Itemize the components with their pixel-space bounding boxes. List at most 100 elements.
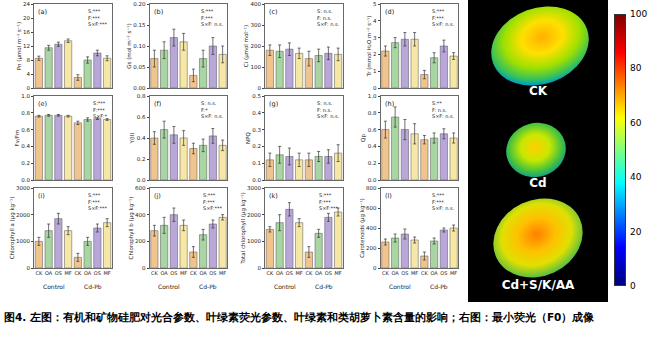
svg-text:0.0: 0.0 <box>368 177 377 183</box>
svg-text:S: n.s.F: n.s.S×F: n.s.: S: n.s.F: n.s.S×F: n.s. <box>317 100 339 119</box>
svg-text:3000: 3000 <box>247 185 261 191</box>
svg-text:CK: CK <box>74 270 81 276</box>
svg-text:0.4: 0.4 <box>21 143 30 149</box>
svg-text:0: 0 <box>373 85 377 91</box>
svg-text:0.0: 0.0 <box>252 177 261 183</box>
svg-text:OA: OA <box>430 270 438 276</box>
svg-text:200: 200 <box>366 245 377 251</box>
svg-text:16: 16 <box>23 29 30 35</box>
svg-text:5: 5 <box>373 1 377 7</box>
svg-text:0.0: 0.0 <box>137 177 146 183</box>
svg-text:1: 1 <box>373 68 377 74</box>
svg-text:400: 400 <box>135 212 146 218</box>
svg-text:MF: MF <box>296 270 303 276</box>
svg-text:OS: OS <box>55 270 62 276</box>
svg-text:2000: 2000 <box>247 212 261 218</box>
svg-text:Pn (μmol m⁻² s⁻¹): Pn (μmol m⁻² s⁻¹) <box>16 22 23 70</box>
svg-text:0.6: 0.6 <box>137 114 146 120</box>
svg-text:300: 300 <box>251 22 262 28</box>
svg-text:(d): (d) <box>385 8 394 16</box>
svg-text:8: 8 <box>27 57 31 63</box>
svg-text:Control: Control <box>43 283 65 290</box>
svg-text:100: 100 <box>251 64 262 70</box>
svg-text:S:***F:***S×F:***: S:***F:***S×F:*** <box>319 192 339 211</box>
svg-text:OA: OA <box>199 270 207 276</box>
svg-text:0.2: 0.2 <box>368 160 377 166</box>
svg-text:Y(II): Y(II) <box>129 133 135 145</box>
svg-text:0.4: 0.4 <box>368 143 377 149</box>
svg-text:S:***F:***S×F:***: S:***F:***S×F:*** <box>203 192 223 211</box>
svg-text:20: 20 <box>23 15 30 21</box>
svg-text:0.10: 0.10 <box>133 43 146 49</box>
svg-text:600: 600 <box>135 185 146 191</box>
svg-text:1.0: 1.0 <box>368 93 377 99</box>
svg-text:800: 800 <box>366 185 377 191</box>
svg-text:(b): (b) <box>154 8 163 16</box>
svg-text:Control: Control <box>274 283 296 290</box>
svg-text:(e): (e) <box>38 100 47 108</box>
svg-text:OA: OA <box>276 270 284 276</box>
svg-text:S:***F:***S×F:*: S:***F:***S×F:* <box>93 100 108 119</box>
svg-text:Cd-Pb: Cd-Pb <box>84 283 102 290</box>
svg-text:1000: 1000 <box>16 238 30 244</box>
svg-text:0: 0 <box>27 85 31 91</box>
svg-text:OS: OS <box>170 270 177 276</box>
svg-text:(k): (k) <box>269 192 278 200</box>
svg-text:2000: 2000 <box>16 212 30 218</box>
svg-text:0.4: 0.4 <box>252 110 261 116</box>
svg-text:(f): (f) <box>154 100 161 108</box>
svg-text:0.2: 0.2 <box>137 156 146 162</box>
svg-text:Cd-Pb: Cd-Pb <box>315 283 333 290</box>
svg-text:Ci (μmol mol⁻¹): Ci (μmol mol⁻¹) <box>243 25 250 67</box>
svg-text:0.5: 0.5 <box>252 93 261 99</box>
svg-text:OA: OA <box>391 270 399 276</box>
svg-text:0.00: 0.00 <box>133 85 146 91</box>
svg-text:(l): (l) <box>385 192 392 200</box>
svg-text:MF: MF <box>335 270 342 276</box>
svg-text:(h): (h) <box>385 100 394 108</box>
svg-text:(a): (a) <box>38 8 47 16</box>
svg-text:OS: OS <box>440 270 447 276</box>
svg-text:OS: OS <box>286 270 293 276</box>
svg-text:4: 4 <box>27 71 31 77</box>
svg-text:4: 4 <box>373 18 377 24</box>
svg-text:CK: CK <box>151 270 158 276</box>
svg-text:0: 0 <box>27 265 31 271</box>
svg-text:0.3: 0.3 <box>252 127 261 133</box>
svg-text:2: 2 <box>373 51 377 57</box>
svg-text:0.6: 0.6 <box>21 127 30 133</box>
svg-text:CK: CK <box>305 270 312 276</box>
svg-text:0.05: 0.05 <box>133 64 146 70</box>
svg-text:400: 400 <box>366 225 377 231</box>
svg-text:CK: CK <box>35 270 42 276</box>
svg-text:CK: CK <box>190 270 197 276</box>
svg-text:OS: OS <box>401 270 408 276</box>
svg-text:CK: CK <box>266 270 273 276</box>
svg-text:(c): (c) <box>269 8 278 16</box>
svg-text:CK: CK <box>382 270 389 276</box>
svg-text:S:***F:***S×F: n.s.: S:***F:***S×F: n.s. <box>201 8 223 27</box>
svg-text:0.2: 0.2 <box>21 160 30 166</box>
svg-text:(j): (j) <box>154 192 161 200</box>
svg-text:3: 3 <box>373 35 377 41</box>
svg-text:0.1: 0.1 <box>252 160 261 166</box>
svg-text:S: n.s.F:*S×F: n.s.: S: n.s.F:*S×F: n.s. <box>201 100 223 119</box>
svg-text:600: 600 <box>366 205 377 211</box>
svg-text:Cd-Pb: Cd-Pb <box>199 283 217 290</box>
svg-text:Chlorophyll a (μg kg⁻¹): Chlorophyll a (μg kg⁻¹) <box>9 197 16 260</box>
svg-text:0.4: 0.4 <box>137 135 146 141</box>
svg-text:1.0: 1.0 <box>21 93 30 99</box>
svg-text:Gs (mol m⁻² s⁻¹): Gs (mol m⁻² s⁻¹) <box>126 23 132 68</box>
svg-text:MF: MF <box>219 270 226 276</box>
svg-text:3000: 3000 <box>16 185 30 191</box>
svg-text:(g): (g) <box>269 100 278 108</box>
svg-text:0.15: 0.15 <box>133 22 146 28</box>
svg-text:Chlorophyll b (μg kg⁻¹): Chlorophyll b (μg kg⁻¹) <box>128 197 135 260</box>
svg-text:Control: Control <box>389 283 411 290</box>
svg-text:MF: MF <box>450 270 457 276</box>
svg-text:Tr (mmol H₂O m⁻² s⁻¹): Tr (mmol H₂O m⁻² s⁻¹) <box>366 16 372 78</box>
svg-text:12: 12 <box>23 43 30 49</box>
svg-text:0.0: 0.0 <box>21 177 30 183</box>
svg-text:0: 0 <box>142 265 146 271</box>
svg-text:OS: OS <box>325 270 332 276</box>
